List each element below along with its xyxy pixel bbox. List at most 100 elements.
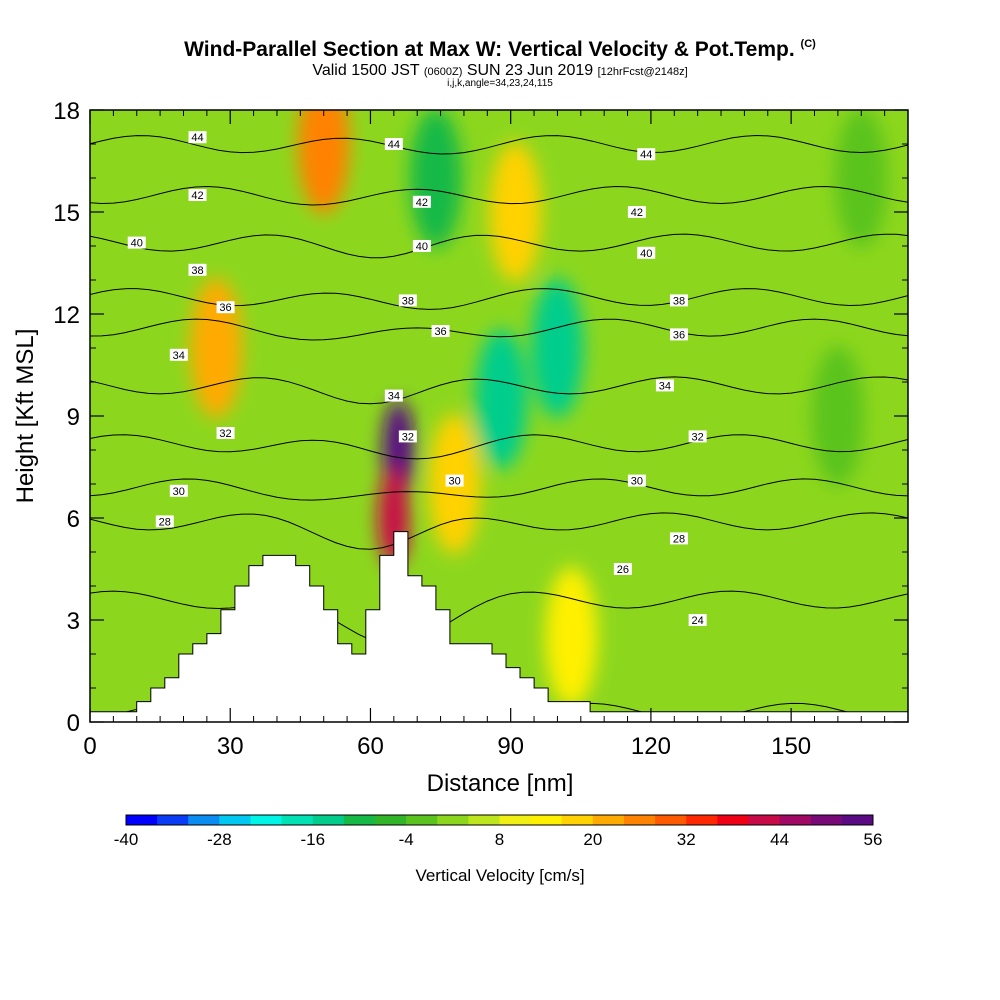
svg-text:32: 32 <box>402 431 414 443</box>
svg-text:28: 28 <box>673 533 685 545</box>
svg-text:44: 44 <box>191 132 203 144</box>
x-tick-label-120: 120 <box>631 733 671 760</box>
y-tick-label-9: 9 <box>67 404 80 431</box>
svg-text:28: 28 <box>159 516 171 528</box>
svg-text:26: 26 <box>617 564 629 576</box>
vv-feature-5 <box>545 567 598 707</box>
colorbar-swatch-18 <box>686 815 718 825</box>
contour-label-36-0: 36 <box>216 301 235 314</box>
y-tick-label-15: 15 <box>53 200 80 227</box>
svg-text:42: 42 <box>631 207 643 219</box>
colorbar-swatch-5 <box>281 815 314 825</box>
chart-subtitle: Valid 1500 JST (0600Z) SUN 23 Jun 2019 [… <box>0 62 1000 80</box>
svg-text:34: 34 <box>173 350 185 362</box>
colorbar-swatch-1 <box>157 815 189 825</box>
colorbar-swatch-13 <box>530 815 563 825</box>
colorbar-tick-20: 20 <box>583 830 602 849</box>
colorbar-frame <box>125 814 874 826</box>
contour-label-42-0: 42 <box>188 189 207 202</box>
theta-contour-30 <box>90 478 908 501</box>
x-tick-label-0: 0 <box>83 733 96 760</box>
svg-text:38: 38 <box>402 295 414 307</box>
colorbar: -40 -28 -16 -4 8 20 32 44 56 <box>114 814 883 849</box>
colorbar-tick-8: 8 <box>495 830 504 849</box>
svg-text:42: 42 <box>416 197 428 209</box>
svg-text:40: 40 <box>416 241 428 253</box>
y-tick-label-3: 3 <box>67 608 80 635</box>
y-axis-label: Height [Kft MSL] <box>12 329 39 504</box>
theta-contour-40 <box>90 233 908 259</box>
vv-feature-2 <box>297 110 350 214</box>
colorbar-swatch-7 <box>343 815 376 825</box>
theta-contour-28 <box>90 512 908 550</box>
vv-feature-9 <box>409 110 462 248</box>
contour-label-42-1: 42 <box>412 195 431 209</box>
theta-contour-36 <box>90 318 908 341</box>
contour-label-30-1: 30 <box>445 474 464 488</box>
colorbar-tick--4: -4 <box>399 830 414 849</box>
title-main: Wind-Parallel Section at Max W: Vertical… <box>184 38 795 61</box>
colorbar-swatch-23 <box>841 815 874 825</box>
terrain-mask <box>90 531 908 722</box>
y-tick-label-18: 18 <box>53 98 80 125</box>
x-tick-label-90: 90 <box>497 733 524 760</box>
contour-label-30-0: 30 <box>169 484 188 498</box>
colorbar-swatch-2 <box>188 815 220 825</box>
contour-label-28-0: 28 <box>155 515 174 528</box>
contour-label-44-1: 44 <box>384 138 403 151</box>
colorbar-swatch-0 <box>126 815 158 825</box>
vv-feature-8 <box>531 278 584 418</box>
colorbar-swatch-14 <box>561 815 594 825</box>
theta-contour-32 <box>90 434 908 460</box>
vv-feature-11 <box>835 110 888 248</box>
contour-label-36-2: 36 <box>669 328 688 341</box>
contour-label-38-2: 38 <box>669 294 688 307</box>
valid-zulu: (0600Z) <box>423 66 463 78</box>
colorbar-tick-44: 44 <box>770 830 789 849</box>
section-params: i,j,k,angle=34,23,24,115 <box>447 78 553 89</box>
forecast-label: [12hrFcst@2148z] <box>597 66 688 78</box>
valid-date: SUN 23 Jun 2019 <box>466 62 594 79</box>
colorbar-tick-56: 56 <box>864 830 883 849</box>
colorbar-swatch-6 <box>312 815 345 825</box>
x-tick-label-30: 30 <box>217 733 244 760</box>
contour-label-34-0: 34 <box>169 348 188 362</box>
contour-label-40-0: 40 <box>127 236 146 250</box>
colorbar-tick-32: 32 <box>677 830 696 849</box>
contour-label-30-2: 30 <box>627 474 646 488</box>
vv-feature-4 <box>489 142 542 282</box>
y-tick-label-12: 12 <box>53 302 80 329</box>
theta-contour-42 <box>90 185 908 206</box>
svg-text:36: 36 <box>673 329 685 341</box>
colorbar-tick--28: -28 <box>207 830 232 849</box>
contour-label-32-2: 32 <box>688 430 707 443</box>
title-mark: (C) <box>800 38 816 50</box>
svg-text:36: 36 <box>434 326 446 338</box>
svg-text:44: 44 <box>388 139 400 151</box>
colorbar-swatch-16 <box>624 815 656 825</box>
colorbar-tick--40: -40 <box>114 830 139 849</box>
vv-feature-10 <box>811 346 864 486</box>
svg-text:30: 30 <box>631 476 643 488</box>
colorbar-swatch-12 <box>499 815 532 825</box>
theta-contour-26 <box>90 590 908 646</box>
colorbar-swatch-17 <box>655 815 687 825</box>
svg-text:40: 40 <box>131 238 143 250</box>
colorbar-label: Vertical Velocity [cm/s] <box>415 866 584 885</box>
contour-label-40-2: 40 <box>637 246 656 260</box>
svg-text:30: 30 <box>173 486 185 498</box>
svg-text:40: 40 <box>640 248 652 260</box>
contour-label-32-1: 32 <box>398 430 417 443</box>
colorbar-swatch-10 <box>437 815 469 825</box>
contour-label-36-1: 36 <box>431 325 450 338</box>
x-tick-label-150: 150 <box>771 733 811 760</box>
contour-labels: 24 26 28 28 30 30 30 32 32 32 34 34 34 36 36 36 38 38 38 40… <box>127 131 707 627</box>
chart-title: Wind-Parallel Section at Max W: Vertical… <box>0 38 1000 62</box>
contour-label-40-1: 40 <box>412 240 431 253</box>
contour-label-44-0: 44 <box>188 131 207 144</box>
svg-text:44: 44 <box>640 149 652 161</box>
contour-label-42-2: 42 <box>627 206 646 219</box>
svg-text:36: 36 <box>219 302 231 314</box>
